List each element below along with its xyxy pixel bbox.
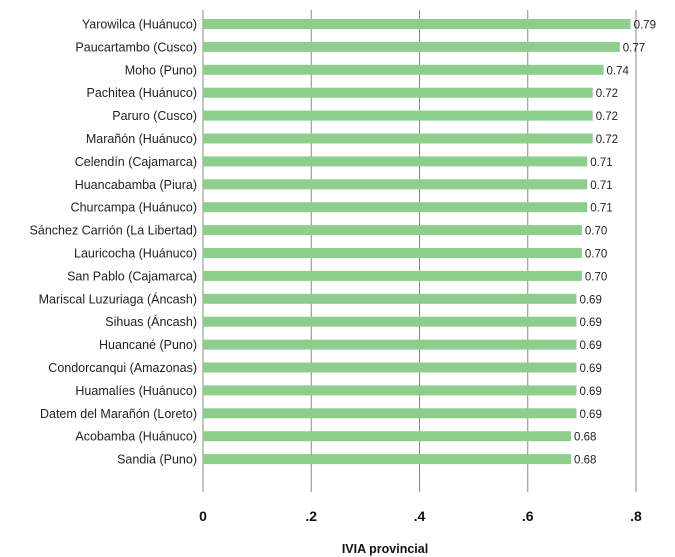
bar [203,316,577,327]
value-label: 0.72 [596,134,618,146]
value-label: 0.69 [579,363,601,375]
value-label: 0.77 [623,42,645,54]
value-label: 0.79 [634,20,656,32]
category-label: Paruro (Cusco) [112,109,197,123]
bar [203,270,582,281]
x-tick-label: 0 [199,508,207,524]
value-label: 0.69 [579,317,601,329]
x-tick-labels: 0 .2 .4 .6 .8 [199,508,642,524]
x-tick-label: .2 [305,508,317,524]
x-tick-label: .8 [630,508,642,524]
value-label: 0.68 [574,455,596,467]
value-label: 0.71 [590,203,612,215]
value-label: 0.71 [590,157,612,169]
bar [203,293,577,304]
bar [203,454,572,465]
x-axis-title: IVIA provincial [342,542,428,556]
bar [203,385,577,396]
value-label: 0.70 [585,249,607,261]
bar [203,225,582,236]
value-label: 0.74 [607,65,630,77]
category-label: Datem del Marañón (Loreto) [40,407,197,421]
value-label: 0.69 [579,340,601,352]
bar [203,64,604,75]
category-label: Celendín (Cajamarca) [75,155,197,169]
category-label: Paucartambo (Cusco) [75,40,197,54]
category-label: Marañón (Huánuco) [86,132,197,146]
bar [203,179,588,190]
bar [203,202,588,213]
bar [203,110,593,121]
x-tick-label: .4 [414,508,426,524]
x-tick-label: .6 [522,508,534,524]
category-label: Sihuas (Áncash) [105,314,197,329]
value-label: 0.69 [579,409,601,421]
bars [203,19,631,465]
category-label: Lauricocha (Huánuco) [74,247,197,261]
value-label: 0.72 [596,111,618,123]
value-labels: 0.79 0.77 0.74 0.72 0.72 0.72 0.71 0.71 0.71 0.70… [574,20,656,467]
bar [203,41,620,52]
bar [203,156,588,167]
category-label: Moho (Puno) [125,63,197,77]
category-label: Sánchez Carrión (La Libertad) [30,224,197,238]
category-label: Mariscal Luzuriaga (Áncash) [39,291,197,306]
value-label: 0.72 [596,88,618,100]
bar [203,339,577,350]
bar [203,133,593,144]
category-label: San Pablo (Cajamarca) [67,269,197,283]
bar [203,19,631,29]
category-label: Churcampa (Huánuco) [71,201,197,215]
bar [203,408,577,419]
value-label: 0.70 [585,271,607,283]
category-label: Huancané (Puno) [99,338,197,352]
category-label: Huancabamba (Piura) [75,178,197,192]
value-label: 0.70 [585,226,607,238]
category-label: Pachitea (Huánuco) [87,86,197,100]
category-label: Condorcanqui (Amazonas) [48,361,197,375]
value-label: 0.68 [574,432,596,444]
bar [203,362,577,373]
bar [203,248,582,258]
bar [203,431,572,442]
category-label: Huamalíes (Huánuco) [75,384,197,398]
category-label: Yarowilca (Huánuco) [82,18,197,32]
category-labels: Yarowilca (Huánuco) Paucartambo (Cusco) Mo… [30,18,197,467]
value-label: 0.71 [590,180,612,192]
category-label: Acobamba (Huánuco) [75,430,197,444]
category-label: Sandia (Puno) [117,453,197,467]
value-label: 0.69 [579,294,601,306]
value-label: 0.69 [579,386,601,398]
bar [203,87,593,98]
